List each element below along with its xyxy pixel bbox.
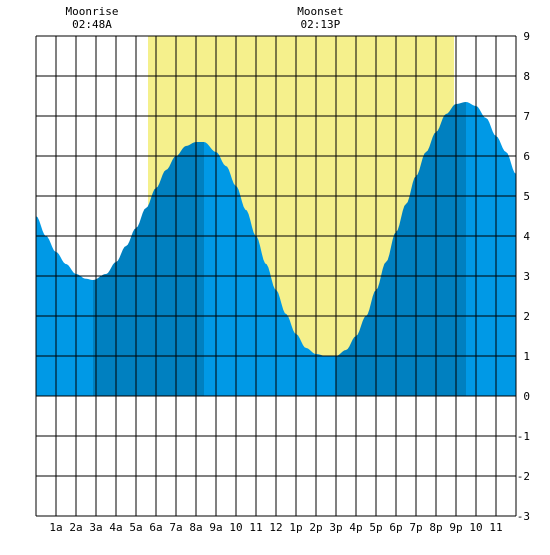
x-tick-label: 12	[269, 521, 282, 534]
x-tick-label: 8a	[189, 521, 202, 534]
x-tick-label: 2a	[69, 521, 82, 534]
y-tick-label: 3	[523, 270, 530, 283]
y-tick-label: 9	[523, 30, 530, 43]
moon-event-label: Moonset	[297, 5, 343, 18]
y-tick-label: -3	[517, 510, 530, 523]
x-tick-label: 7p	[409, 521, 422, 534]
x-tick-label: 10	[229, 521, 242, 534]
y-tick-label: -2	[517, 470, 530, 483]
x-tick-label: 1a	[49, 521, 62, 534]
x-tick-label: 5p	[369, 521, 382, 534]
x-tick-label: 11	[489, 521, 502, 534]
x-tick-label: 9a	[209, 521, 222, 534]
x-tick-label: 8p	[429, 521, 442, 534]
y-tick-label: 1	[523, 350, 530, 363]
tide-rising-2-area	[336, 102, 466, 396]
x-tick-label: 4a	[109, 521, 122, 534]
tide-falling-3-area	[466, 102, 516, 396]
y-tick-label: 6	[523, 150, 530, 163]
x-tick-label: 6a	[149, 521, 162, 534]
x-tick-label: 5a	[129, 521, 142, 534]
moon-event-time: 02:48A	[72, 18, 112, 31]
moon-event-time: 02:13P	[301, 18, 341, 31]
y-tick-label: 5	[523, 190, 530, 203]
x-tick-label: 3p	[329, 521, 342, 534]
y-tick-label: 2	[523, 310, 530, 323]
x-tick-label: 7a	[169, 521, 182, 534]
x-tick-label: 4p	[349, 521, 362, 534]
x-tick-label: 10	[469, 521, 482, 534]
x-tick-label: 2p	[309, 521, 322, 534]
tide-falling-2-area	[204, 142, 336, 396]
x-tick-label: 6p	[389, 521, 402, 534]
y-tick-label: 8	[523, 70, 530, 83]
moon-event-label: Moonrise	[66, 5, 119, 18]
y-tick-label: -1	[517, 430, 530, 443]
y-tick-label: 0	[523, 390, 530, 403]
tide-falling-1-area	[36, 216, 93, 396]
y-tick-label: 7	[523, 110, 530, 123]
x-tick-label: 1p	[289, 521, 302, 534]
y-tick-label: 4	[523, 230, 530, 243]
x-tick-label: 3a	[89, 521, 102, 534]
x-tick-label: 9p	[449, 521, 462, 534]
x-tick-label: 11	[249, 521, 262, 534]
